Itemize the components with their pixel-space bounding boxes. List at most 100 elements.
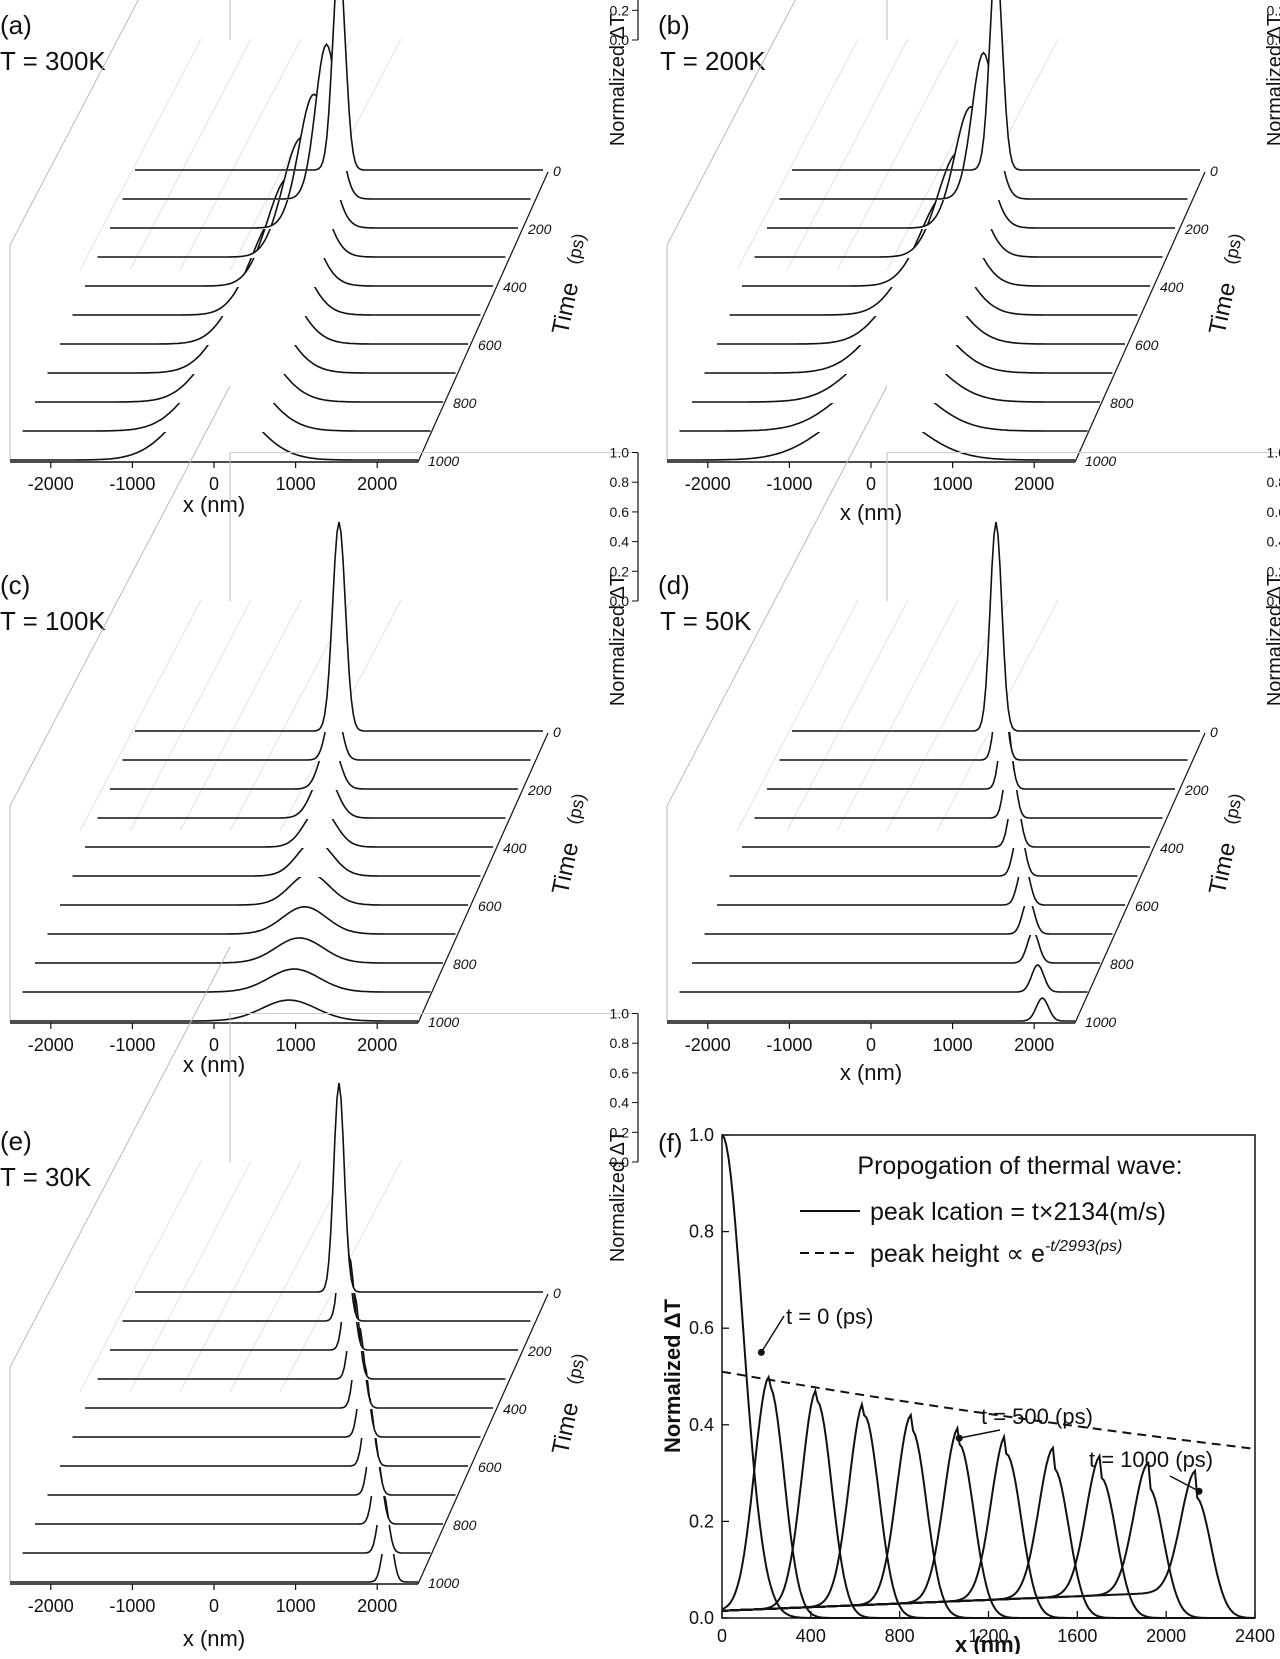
panel-a-300K: (a) T = 300K x (nm) Normalized ΔT Time (… — [0, 0, 639, 517]
legend-title: Propogation of thermal wave: — [857, 1152, 1182, 1180]
trace-mask — [35, 937, 443, 964]
time-tick-label: 1000 — [428, 1014, 459, 1030]
trace-line — [767, 707, 1175, 790]
z-tick-label: 0.2 — [610, 563, 630, 579]
frame-planes — [666, 385, 1280, 1021]
temperature-label: T = 50K — [660, 606, 752, 636]
trace-mask — [47, 1429, 456, 1496]
trace-line — [22, 1490, 431, 1554]
annotation-t0: t = 0 (ps) — [786, 1304, 873, 1329]
z-axis-title: Normalized ΔT — [607, 14, 629, 146]
x-tick-label: -1000 — [766, 474, 812, 494]
legend-solid-label: peak lcation = t×2134(m/s) — [870, 1198, 1166, 1226]
trace-line — [97, 771, 506, 819]
series-curve — [721, 1400, 1255, 1619]
panel-label: (c) — [0, 570, 30, 600]
grid-line — [79, 1160, 202, 1393]
time-tick-label: 1000 — [1085, 453, 1116, 469]
time-axis-line — [417, 1293, 549, 1585]
z-axis-title: Normalized ΔT — [1264, 14, 1280, 146]
trace-line — [60, 1393, 468, 1467]
x-axis-title: x (nm) — [840, 1060, 902, 1085]
time-tick-label: 0 — [553, 163, 561, 179]
trace-mask — [97, 772, 506, 819]
grid-line — [79, 38, 202, 271]
time-axis-line — [1074, 171, 1206, 463]
x-tick-label: 0 — [866, 474, 876, 494]
grid-line — [836, 599, 959, 832]
x-tick-label: 2000 — [357, 474, 397, 494]
trace-mask — [22, 969, 431, 993]
time-tick-label: 200 — [527, 782, 552, 798]
x-axis-title: x (nm) — [183, 1052, 245, 1077]
trace-line — [135, 1082, 543, 1293]
x-tick-label: 1600 — [1057, 1626, 1097, 1646]
trace-mask — [792, 0, 1200, 171]
frame-planes — [9, 385, 639, 1021]
trace-line — [779, 665, 1188, 761]
time-tick-label: 800 — [1110, 956, 1134, 972]
y-axis-title: Normalized ΔT — [660, 1298, 685, 1453]
panel-label: (f) — [658, 1128, 683, 1158]
time-axis-word: Time — [547, 840, 584, 897]
trace-mask — [667, 998, 1075, 1022]
panel-e-30K: (e) T = 30K x (nm) Normalized ΔT Time (p… — [0, 946, 639, 1651]
trace-mask — [22, 1492, 431, 1554]
legend-dashed-label: peak height ∝ e-t/2993(ps) — [870, 1238, 1122, 1268]
annotation-arrowhead — [1195, 1487, 1203, 1495]
x-tick-label: 2000 — [357, 1035, 397, 1055]
time-tick-label: 600 — [1135, 898, 1159, 914]
peak-height-envelope — [721, 1370, 1256, 1450]
grid-line — [786, 599, 909, 832]
grid-line — [129, 38, 252, 271]
z-tick-label: 0.4 — [610, 1095, 630, 1111]
x-axis-title: x (nm) — [955, 1632, 1021, 1654]
left-wall-edge — [666, 0, 796, 460]
grid-line — [736, 599, 859, 832]
time-axis-unit: (ps) — [1220, 792, 1246, 826]
legend-dashed-prefix: peak height ∝ e — [870, 1240, 1045, 1268]
trace-mask — [110, 737, 518, 790]
x-tick-label: 0 — [717, 1626, 727, 1646]
x-tick-label: -2000 — [28, 474, 74, 494]
time-axis-word: Time — [547, 280, 584, 337]
x-tick-label: 2000 — [1014, 474, 1054, 494]
temperature-label: T = 100K — [0, 606, 106, 636]
x-tick-label: 0 — [866, 1035, 876, 1055]
z-tick-label: 0.2 — [1267, 2, 1280, 18]
z-axis-title: Normalized ΔT — [1264, 574, 1280, 706]
time-tick-label: 800 — [453, 395, 477, 411]
trace-line — [667, 997, 1075, 1022]
panel-label: (e) — [0, 1126, 32, 1156]
trace-line — [767, 105, 1175, 229]
left-wall-edge — [9, 946, 231, 1582]
grid-line — [129, 1160, 252, 1393]
trace-line — [10, 999, 418, 1022]
panel-d-50K: (d) T = 50K x (nm) Normalized ΔT Time (p… — [658, 385, 1280, 1085]
legend-dashed-exponent: -t/2993(ps) — [1045, 1238, 1122, 1255]
z-tick-label: 0.2 — [1267, 563, 1280, 579]
trace-line — [47, 905, 456, 935]
trace-mask — [767, 709, 1175, 790]
panel-b-200K: (b) T = 200K x (nm) Normalized ΔT Time (… — [658, 0, 1280, 525]
z-tick-label: 0.2 — [610, 1124, 630, 1140]
time-tick-label: 0 — [1210, 163, 1218, 179]
x-tick-label: 0 — [209, 1035, 219, 1055]
x-tick-label: -2000 — [28, 1596, 74, 1616]
trace-line — [792, 521, 1200, 732]
trace-mask — [667, 405, 1075, 461]
x-tick-label: -1000 — [109, 1035, 155, 1055]
time-tick-label: 800 — [453, 1517, 477, 1533]
panel-f-propagation: (f) x (nm) Normalized ΔT Propogation of … — [658, 1125, 1275, 1657]
time-tick-label: 800 — [453, 956, 477, 972]
time-tick-label: 600 — [478, 898, 502, 914]
y-tick-label: 1.0 — [689, 1125, 714, 1145]
z-tick-label: 0.0 — [610, 32, 630, 48]
trace-line — [85, 806, 493, 848]
annotation-arrowhead — [955, 1434, 963, 1442]
x-tick-label: 1200 — [968, 1626, 1008, 1646]
x-tick-label: 0 — [209, 1596, 219, 1616]
trace-line — [110, 1253, 518, 1351]
trace-mask — [754, 751, 1163, 819]
time-tick-label: 400 — [503, 840, 527, 856]
